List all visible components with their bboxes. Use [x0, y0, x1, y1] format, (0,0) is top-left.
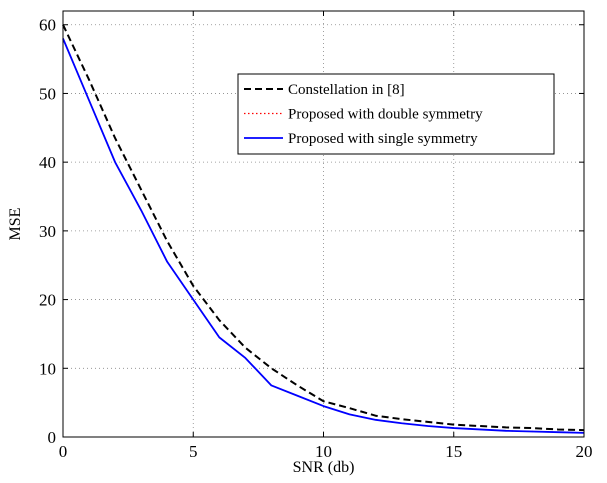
- axis-ticks: [62, 11, 585, 438]
- legend: Constellation in [8] Proposed with double…: [237, 73, 555, 155]
- y-tick-label: 0: [48, 428, 57, 447]
- y-axis-label: MSE: [7, 208, 24, 241]
- x-axis-label: SNR (db): [293, 459, 355, 476]
- y-tick-label: 50: [39, 84, 56, 103]
- x-tick-label: 20: [576, 442, 593, 461]
- legend-box: [237, 73, 555, 155]
- y-tick-label: 60: [39, 16, 56, 35]
- y-tick-label: 20: [39, 291, 56, 310]
- legend-label-2: Proposed with double symmetry: [288, 107, 483, 123]
- tick-labels: 0 5 10 15 20 0 10 20 30 40 50 60: [39, 16, 593, 461]
- x-tick-label: 15: [445, 442, 462, 461]
- x-tick-label: 0: [59, 442, 68, 461]
- series-line-1: [62, 24, 585, 432]
- legend-label-3: Proposed with single symmetry: [288, 131, 478, 147]
- legend-items: Constellation in [8] Proposed with double…: [244, 82, 483, 147]
- y-tick-label: 10: [39, 359, 56, 378]
- y-tick-label: 40: [39, 153, 56, 172]
- x-tick-label: 5: [189, 442, 198, 461]
- x-tick-label: 10: [315, 442, 332, 461]
- y-tick-label: 30: [39, 222, 56, 241]
- series-lines: [62, 24, 585, 434]
- legend-label-1: Constellation in [8]: [288, 82, 405, 98]
- series-line-3: [62, 38, 585, 434]
